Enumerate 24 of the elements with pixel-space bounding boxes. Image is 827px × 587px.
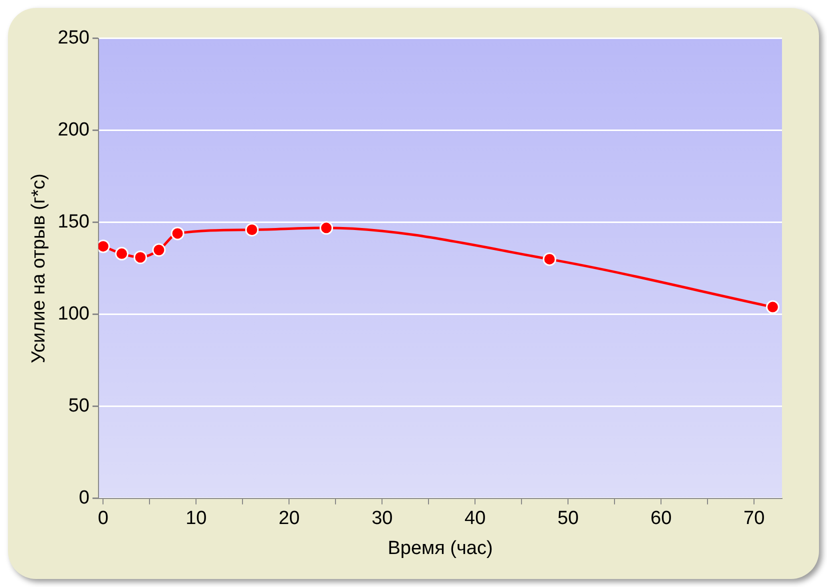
point [765,300,779,314]
point [114,246,128,260]
x-tick-label: 0 [97,508,108,529]
y-tick-label: 50 [68,395,89,416]
x-tick-label: 50 [557,508,578,529]
point [152,242,166,256]
x-tick-label: 60 [650,508,672,529]
y-tick-label: 100 [57,303,89,324]
x-tick-label: 30 [371,508,392,529]
point [319,220,333,234]
point [244,222,258,236]
y-tick-label: 0 [78,487,89,508]
x-tick-label: 70 [743,508,764,529]
y-axis-title: Усилие на отрыв (г*с) [28,173,50,363]
x-tick-label: 20 [278,508,300,529]
x-tick-label: 40 [464,508,486,529]
x-axis-title: Время (час) [387,537,492,558]
x-tick-label: 10 [185,508,206,529]
point [542,252,556,266]
y-tick-label: 150 [57,211,89,232]
point [170,226,184,240]
y-tick-label: 250 [57,27,89,48]
point [133,250,147,264]
y-tick-label: 200 [57,119,89,140]
